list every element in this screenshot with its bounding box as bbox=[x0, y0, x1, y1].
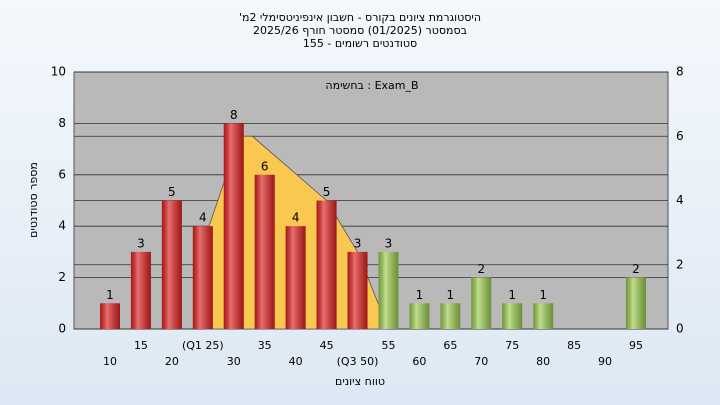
x-tick-label: 45 bbox=[320, 339, 334, 352]
y-tick-label: 0 bbox=[58, 322, 66, 336]
data-label: 4 bbox=[199, 211, 207, 225]
x-axis-label: טווח ציונים bbox=[335, 375, 385, 388]
bar-shine bbox=[254, 174, 275, 329]
y-tick-label: 8 bbox=[58, 116, 66, 130]
bar-shine bbox=[347, 251, 368, 329]
bar-shine bbox=[192, 226, 213, 329]
data-label: 3 bbox=[385, 236, 393, 250]
data-label: 1 bbox=[508, 288, 516, 302]
chart-subtitle: סטודנטים רשומים - 155 bbox=[303, 37, 417, 50]
bar-shine bbox=[378, 251, 399, 329]
x-tick-label: (Q3 50) bbox=[337, 355, 379, 368]
x-tick-label: (Q1 25) bbox=[182, 339, 224, 352]
x-tick-label: 85 bbox=[567, 339, 581, 352]
annotation: בחשימה : Exam_B bbox=[325, 79, 418, 92]
x-tick-label: 10 bbox=[103, 355, 117, 368]
x-tick-label: 95 bbox=[629, 339, 643, 352]
data-label: 5 bbox=[323, 185, 331, 199]
data-label: 4 bbox=[292, 211, 300, 225]
y-tick-label: 10 bbox=[51, 65, 66, 79]
bar-shine bbox=[100, 303, 120, 329]
x-tick-label: 60 bbox=[412, 355, 426, 368]
y2-tick-label: 4 bbox=[676, 193, 684, 207]
x-tick-label: 40 bbox=[289, 355, 303, 368]
x-tick-label: 35 bbox=[258, 339, 272, 352]
x-tick-label: 15 bbox=[134, 339, 148, 352]
y2-tick-label: 6 bbox=[676, 129, 684, 143]
data-label: 8 bbox=[230, 108, 238, 122]
data-label: 1 bbox=[106, 288, 114, 302]
x-tick-label: 70 bbox=[474, 355, 488, 368]
y2-tick-label: 0 bbox=[676, 322, 684, 336]
y2-tick-label: 2 bbox=[676, 257, 684, 271]
bar-shine bbox=[625, 277, 646, 329]
data-label: 1 bbox=[539, 288, 547, 302]
bar-shine bbox=[223, 123, 244, 330]
y-tick-label: 4 bbox=[58, 219, 66, 233]
data-label: 5 bbox=[168, 185, 176, 199]
bar-shine bbox=[409, 303, 430, 329]
chart-subtitle: בסמסטר (01/2025) סמסטר חורף 2025/26 bbox=[253, 24, 467, 37]
x-tick-label: 55 bbox=[381, 339, 395, 352]
x-tick-label: 65 bbox=[443, 339, 457, 352]
y2-tick-label: 8 bbox=[676, 65, 684, 79]
data-label: 1 bbox=[447, 288, 455, 302]
bar-shine bbox=[316, 200, 337, 329]
bar-shine bbox=[533, 303, 554, 329]
x-tick-label: 30 bbox=[227, 355, 241, 368]
data-label: 2 bbox=[632, 262, 640, 276]
data-label: 3 bbox=[354, 236, 362, 250]
bar-shine bbox=[471, 277, 492, 329]
chart-title: היסטוגרמת ציונים בקורס - חשבון אינפיניטס… bbox=[239, 11, 481, 24]
data-label: 3 bbox=[137, 236, 145, 250]
data-label: 2 bbox=[477, 262, 485, 276]
x-tick-label: 90 bbox=[598, 355, 612, 368]
y-tick-label: 6 bbox=[58, 167, 66, 181]
bar-shine bbox=[130, 251, 151, 329]
x-tick-label: 80 bbox=[536, 355, 550, 368]
y-axis-label: מספר סטודנטים bbox=[27, 162, 40, 238]
data-label: 6 bbox=[261, 159, 269, 173]
x-tick-label: 20 bbox=[165, 355, 179, 368]
y-tick-label: 2 bbox=[58, 270, 66, 284]
bar-shine bbox=[285, 226, 306, 329]
bar-shine bbox=[161, 200, 182, 329]
bar-shine bbox=[502, 303, 523, 329]
data-label: 1 bbox=[416, 288, 424, 302]
x-tick-label: 75 bbox=[505, 339, 519, 352]
bar-shine bbox=[440, 303, 461, 329]
